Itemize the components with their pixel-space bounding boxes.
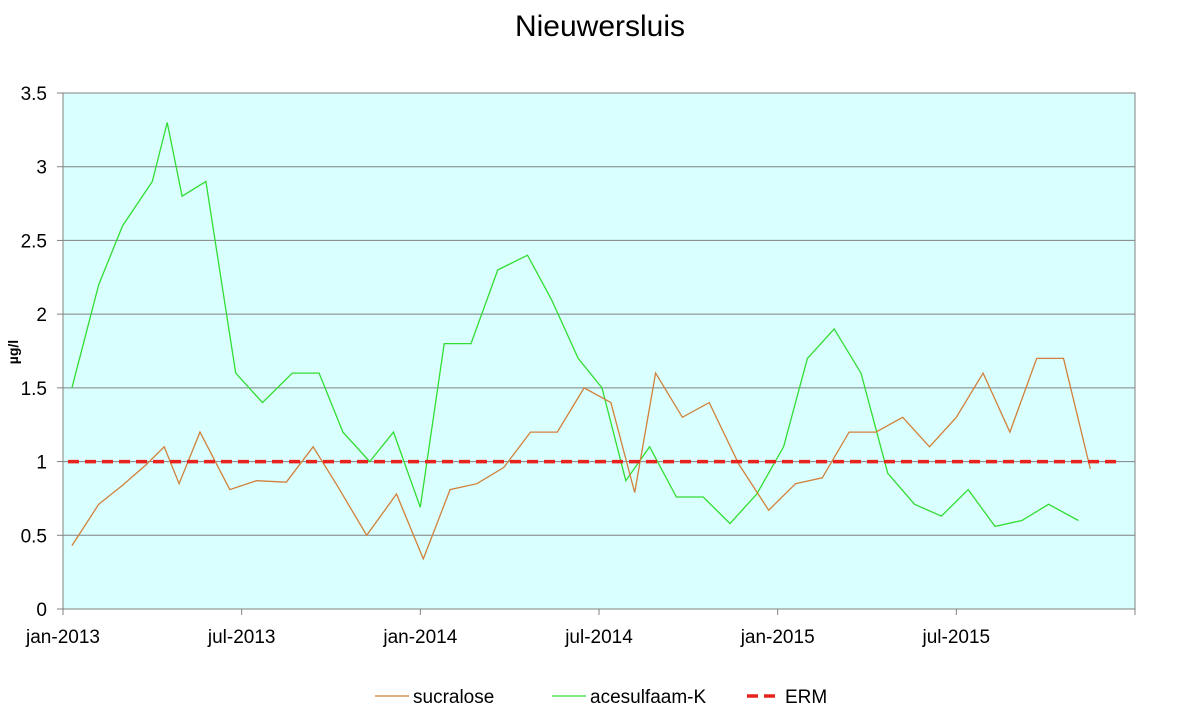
legend-label: acesulfaam-K: [590, 687, 706, 708]
y-tick-label: 3.5: [21, 84, 47, 105]
legend-label: ERM: [785, 687, 827, 708]
y-tick-label: 0: [36, 600, 47, 621]
x-tick-label: jul-2015: [922, 627, 991, 648]
series-layer: [68, 122, 1120, 561]
x-tick-label: jan-2014: [382, 627, 457, 648]
y-axis-label: µg/l: [5, 340, 21, 364]
plot-area: [62, 92, 1136, 610]
y-tick-label: 1: [36, 453, 47, 474]
x-tick-label: jan-2015: [740, 627, 815, 648]
x-tick-label: jul-2014: [564, 627, 633, 648]
x-tick-label: jan-2013: [25, 627, 100, 648]
legend: sucralose acesulfaam-K ERM: [375, 687, 827, 708]
y-tick-label: 1.5: [21, 379, 47, 400]
chart-title: Nieuwersluis: [514, 10, 686, 43]
y-tick-label: 2.5: [21, 231, 47, 252]
series-line-acesulfaam-k: [71, 122, 1079, 528]
axes: 0 0.5 1 1.5 2 2.5 3 3.5 jan-2013 jul-2013 jan-2014…: [21, 84, 1136, 648]
y-tick-label: 2: [36, 305, 47, 326]
legend-label: sucralose: [413, 687, 494, 708]
x-tick-label: jul-2013: [207, 627, 276, 648]
y-tick-label: 0.5: [21, 526, 47, 547]
y-tick-label: 3: [36, 158, 47, 179]
